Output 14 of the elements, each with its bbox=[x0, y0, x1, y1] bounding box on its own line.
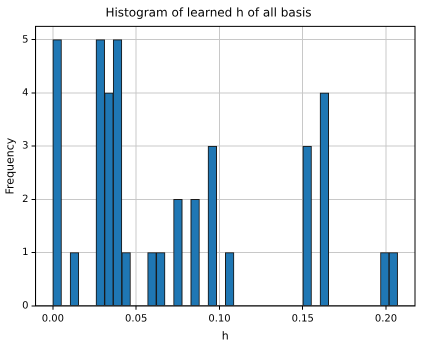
y-axis-title: Frequency bbox=[3, 137, 16, 195]
y-tick-label: 2 bbox=[22, 194, 29, 205]
x-tick-label: 0.05 bbox=[125, 313, 148, 324]
x-tick-label: 0.20 bbox=[374, 313, 398, 324]
y-tick-label: 5 bbox=[22, 34, 29, 46]
chart-title: Histogram of learned h of all basis bbox=[105, 5, 312, 20]
x-axis-title: h bbox=[222, 329, 229, 342]
x-tick-label: 0.15 bbox=[292, 313, 314, 324]
x-tick-label: 0.00 bbox=[42, 313, 64, 324]
x-tick-label: 0.10 bbox=[208, 313, 231, 324]
y-tick-label: 4 bbox=[22, 88, 29, 99]
y-tick-label: 0 bbox=[22, 300, 29, 312]
y-tick-label: 3 bbox=[22, 140, 29, 152]
y-tick-label: 1 bbox=[22, 247, 29, 258]
